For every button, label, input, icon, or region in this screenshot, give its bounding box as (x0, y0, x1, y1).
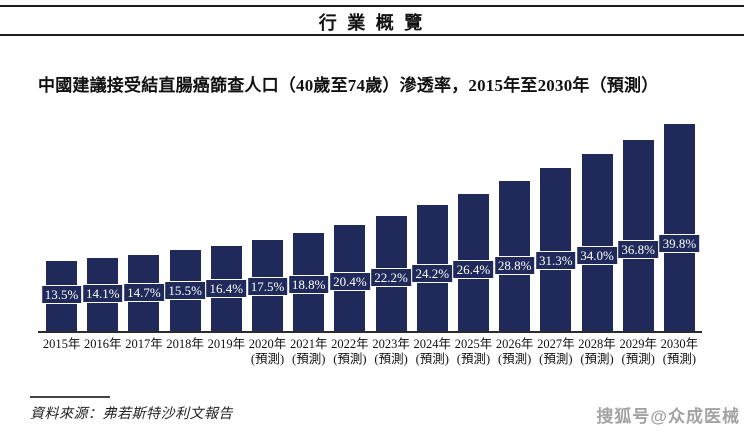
bar-column: 14.7% (123, 119, 165, 331)
plot-area: 13.5% 14.1% 14.7% 15.5% 16.4% 17.5% 18.8% 20.4%… (40, 119, 701, 331)
bar-value-label: 16.4% (205, 279, 248, 299)
x-axis-label: 2025年 (預測) (453, 337, 494, 367)
x-axis-forecast-note: (預測) (374, 352, 408, 366)
bar-column: 14.1% (81, 119, 124, 331)
page-title: 行 業 概 覽 (318, 13, 426, 33)
x-axis-forecast-note: (預測) (580, 352, 614, 366)
x-axis-year: 2017年 (125, 337, 163, 351)
x-axis-year: 2015年 (42, 337, 81, 351)
bar-value-label: 15.5% (164, 281, 206, 301)
bar-value-label: 20.4% (329, 271, 371, 291)
x-axis-year: 2021年 (289, 337, 328, 351)
x-axis-label: 2019年 (206, 337, 247, 367)
x-axis-forecast-note: (預測) (292, 352, 326, 366)
x-axis-year: 2023年 (372, 337, 410, 351)
bar-value-label: 22.2% (370, 268, 412, 288)
x-axis-forecast-note: (預測) (415, 352, 449, 366)
bar-column: 39.8% (658, 119, 701, 331)
x-axis-year: 2022年 (331, 337, 369, 351)
title-underline-rule (0, 34, 744, 36)
x-axis-year: 2016年 (84, 337, 122, 351)
bar-value-label: 13.5% (40, 285, 83, 304)
bar-column: 20.4% (329, 119, 371, 331)
x-axis-forecast-note: (預測) (333, 352, 367, 366)
bar-column: 15.5% (164, 119, 206, 331)
x-axis-label: 2023年 (預測) (371, 337, 412, 367)
x-axis-year: 2029年 (619, 337, 657, 351)
x-axis-label: 2021年 (預測) (288, 337, 329, 367)
bar-value-label: 31.3% (535, 250, 577, 270)
x-axis-year: 2026年 (495, 337, 534, 351)
bar-value-label: 34.0% (576, 245, 618, 265)
x-axis-label: 2020年 (預測) (247, 337, 288, 367)
x-axis-forecast-note: (預測) (539, 352, 573, 366)
bar-value-label: 17.5% (246, 277, 289, 297)
watermark: 搜狐号@众成医械 (596, 407, 740, 426)
bar-value-label: 24.2% (411, 264, 454, 284)
bar-column: 17.5% (246, 119, 289, 331)
bar-value-label: 26.4% (452, 260, 495, 280)
x-axis-forecast-note: (預測) (621, 352, 655, 366)
bar (663, 124, 695, 331)
x-axis-label: 2018年 (165, 337, 206, 367)
x-axis-label: 2026年 (預測) (494, 337, 535, 367)
x-axis-forecast-note: (預測) (250, 352, 285, 366)
x-axis-labels: 2015年 2016年 2017年 2018年 2019年 2020年 (預測) 2021年(… (41, 337, 701, 367)
x-axis-year: 2018年 (166, 337, 204, 351)
bar-column: 36.8% (617, 119, 660, 331)
bar-value-label: 18.8% (287, 274, 330, 294)
x-axis-label: 2017年 (123, 337, 164, 367)
x-axis-label: 2030年 (預測) (659, 337, 700, 367)
x-axis-year: 2024年 (413, 337, 452, 351)
bar-column: 31.3% (535, 119, 577, 331)
source-rule (30, 396, 110, 398)
x-axis-label: 2027年 (預測) (535, 337, 576, 367)
bar-column: 18.8% (287, 119, 330, 331)
x-axis-label: 2016年 (82, 337, 123, 367)
x-axis-year: 2020年 (248, 337, 287, 351)
bar (622, 139, 654, 331)
bar-value-label: 14.7% (123, 282, 165, 302)
bar-column: 16.4% (205, 119, 248, 331)
x-axis-label: 2022年 (預測) (329, 337, 370, 367)
bar-column: 13.5% (40, 119, 83, 331)
x-axis-year: 2028年 (578, 337, 616, 351)
x-axis-forecast-note: (預測) (497, 352, 532, 366)
bar-column: 26.4% (452, 119, 495, 331)
bar-column: 22.2% (370, 119, 412, 331)
x-axis-forecast-note: (預測) (456, 352, 491, 366)
chart-title: 中國建議接受結直腸癌篩查人口（40歲至74歲）滲透率，2015年至2030年（預… (38, 76, 659, 95)
x-axis-label: 2015年 (41, 337, 82, 367)
bar-value-label: 28.8% (493, 255, 536, 275)
x-axis-line (38, 331, 702, 333)
bar (581, 154, 613, 331)
x-axis-label: 2028年 (預測) (576, 337, 617, 367)
x-axis-year: 2030年 (660, 337, 699, 351)
x-axis-label: 2024年 (預測) (412, 337, 453, 367)
x-axis-year: 2025年 (454, 337, 493, 351)
bar-value-label: 14.1% (81, 283, 124, 303)
x-axis-label: 2029年 (預測) (618, 337, 659, 367)
bar-value-label: 36.8% (617, 240, 660, 260)
top-rule (0, 5, 744, 7)
x-axis-forecast-note: (預測) (662, 352, 697, 366)
bar-value-label: 39.8% (658, 234, 701, 254)
x-axis-year: 2019年 (207, 337, 246, 351)
bar-column: 34.0% (576, 119, 618, 331)
bar-column: 28.8% (493, 119, 536, 331)
x-axis-year: 2027年 (537, 337, 575, 351)
bar-column: 24.2% (411, 119, 454, 331)
source-text: 資料來源：弗若斯特沙利文報告 (30, 407, 233, 422)
bar (540, 168, 572, 331)
